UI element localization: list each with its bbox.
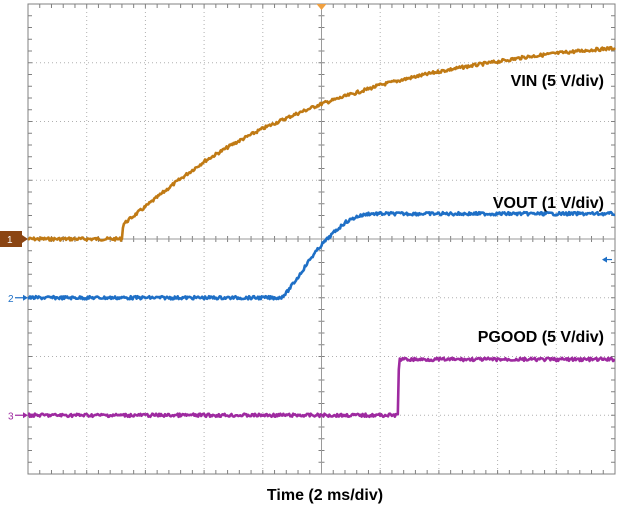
channel-marker-label-ch3: 3	[8, 411, 14, 422]
trace-line-ch2	[27, 210, 616, 301]
channel-arrow-ch1	[22, 235, 28, 243]
series-label-layer: VIN (5 V/div) VOUT (1 V/div) PGOOD (5 V/di…	[478, 73, 604, 346]
channel-marker-label-ch2: 2	[8, 294, 14, 305]
channel-marker-ch1	[0, 231, 22, 247]
channel-arrow-ch2	[23, 294, 28, 301]
series-label-ch2: VOUT (1 V/div)	[493, 195, 604, 212]
x-axis-label: Time (2 ms/div)	[267, 487, 383, 504]
channel-marker-layer: 1 2 3	[0, 4, 612, 422]
trace-line-ch3	[27, 356, 616, 419]
trigger-marker	[316, 4, 327, 10]
series-label-ch1: VIN (5 V/div)	[511, 73, 604, 90]
trace-layer	[27, 45, 616, 419]
channel-arrow-ch3	[23, 412, 28, 419]
series-label-ch3: PGOOD (5 V/div)	[478, 329, 604, 346]
channel-marker-label-ch1: 1	[7, 235, 13, 246]
offset-arrow	[602, 256, 607, 263]
trace-line-ch1	[27, 45, 616, 242]
